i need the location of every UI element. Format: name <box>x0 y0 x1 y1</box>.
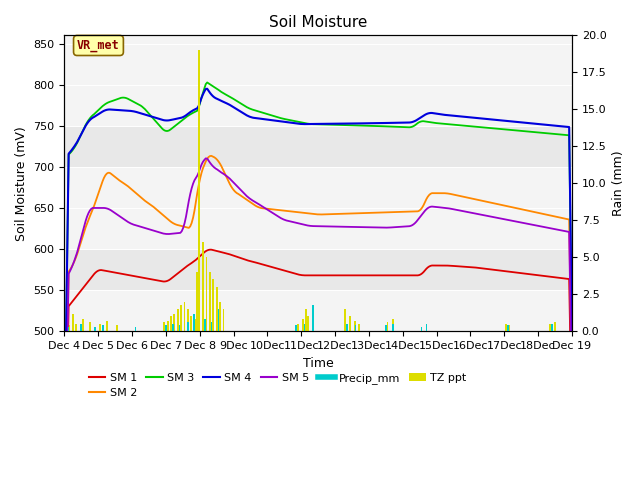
Bar <box>76 324 77 331</box>
Bar <box>94 327 96 331</box>
Bar <box>551 324 552 331</box>
Bar <box>212 279 214 331</box>
Bar <box>116 325 118 331</box>
Bar <box>134 327 136 331</box>
Bar <box>82 319 84 331</box>
Bar <box>193 313 195 331</box>
Bar <box>218 309 220 331</box>
Bar <box>180 305 182 331</box>
Bar <box>349 316 351 331</box>
Bar <box>355 325 356 331</box>
Bar <box>385 325 387 331</box>
Bar <box>187 309 189 331</box>
Bar <box>166 321 168 331</box>
Bar <box>358 324 360 331</box>
Text: VR_met: VR_met <box>77 39 120 52</box>
Bar <box>392 324 394 331</box>
Bar <box>68 325 70 331</box>
Bar <box>89 323 91 331</box>
Title: Soil Moisture: Soil Moisture <box>269 15 367 30</box>
Y-axis label: Soil Moisture (mV): Soil Moisture (mV) <box>15 126 28 240</box>
Y-axis label: Rain (mm): Rain (mm) <box>612 151 625 216</box>
Bar <box>81 324 82 331</box>
Bar <box>187 323 189 331</box>
Bar <box>209 272 211 331</box>
Bar <box>507 325 509 331</box>
Bar <box>295 325 297 331</box>
Bar <box>65 167 572 249</box>
Bar <box>72 313 74 331</box>
Bar <box>211 323 212 331</box>
Bar <box>344 309 346 331</box>
Bar <box>106 321 108 331</box>
Bar <box>355 321 356 331</box>
Bar <box>172 324 173 331</box>
Bar <box>170 316 172 331</box>
Bar <box>307 316 309 331</box>
Bar <box>65 290 572 331</box>
Bar <box>508 325 510 331</box>
Bar <box>302 319 304 331</box>
Bar <box>65 36 572 126</box>
Bar <box>179 325 180 331</box>
Bar <box>198 50 200 331</box>
Bar <box>68 327 69 331</box>
Bar <box>346 324 348 331</box>
Bar <box>163 323 165 331</box>
Bar <box>184 301 186 331</box>
Bar <box>205 257 207 331</box>
X-axis label: Time: Time <box>303 357 333 370</box>
Bar <box>392 319 394 331</box>
Bar <box>102 325 104 331</box>
Bar <box>554 323 556 331</box>
Bar <box>304 324 305 331</box>
Bar <box>173 313 175 331</box>
Bar <box>202 242 204 331</box>
Bar <box>297 324 299 331</box>
Bar <box>99 324 101 331</box>
Bar <box>204 319 205 331</box>
Bar <box>190 316 192 331</box>
Bar <box>426 324 428 331</box>
Bar <box>219 301 221 331</box>
Bar <box>505 324 507 331</box>
Bar <box>196 272 198 331</box>
Bar <box>194 319 196 331</box>
Bar <box>305 309 307 331</box>
Bar <box>216 287 218 331</box>
Bar <box>387 323 388 331</box>
Legend: SM 1, SM 2, SM 3, SM 4, SM 5, Precip_mm, TZ ppt: SM 1, SM 2, SM 3, SM 4, SM 5, Precip_mm,… <box>84 368 471 403</box>
Bar <box>549 324 551 331</box>
Bar <box>177 309 179 331</box>
Bar <box>165 325 167 331</box>
Bar <box>312 305 314 331</box>
Bar <box>223 309 225 331</box>
Bar <box>420 327 422 331</box>
